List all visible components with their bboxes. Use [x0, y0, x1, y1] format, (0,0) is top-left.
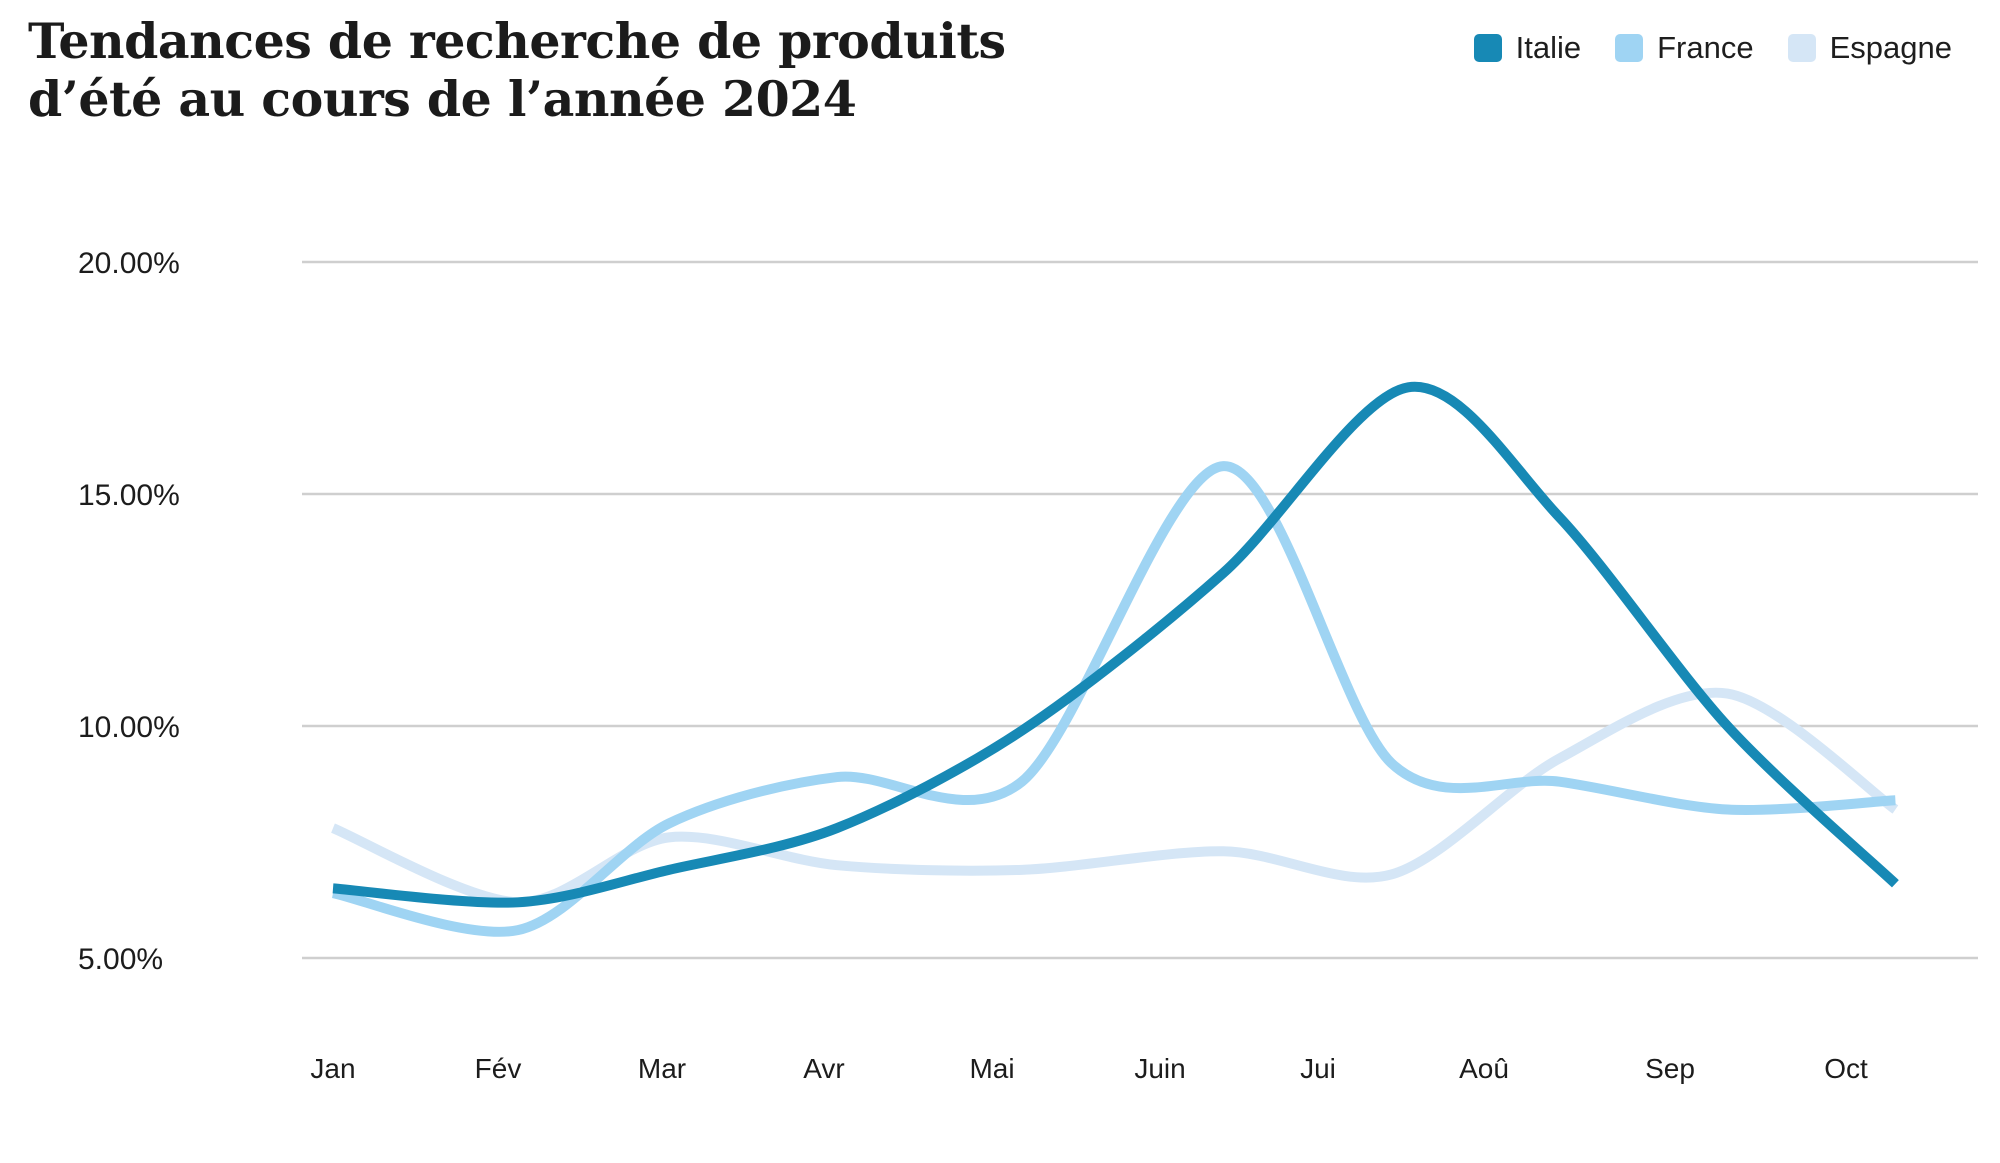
y-tick-label: 5.00% [78, 943, 163, 976]
x-tick-label: Sep [1645, 1053, 1695, 1084]
legend-label-france: France [1657, 30, 1754, 65]
y-tick-label: 15.00% [78, 479, 180, 512]
y-tick-label: 20.00% [78, 247, 180, 280]
gridlines [302, 260, 1978, 960]
y-axis-ticks: 20.00% 15.00% 10.00% 5.00% [78, 247, 180, 976]
legend: Italie France Espagne [1473, 30, 1952, 66]
legend-swatch-espagne [1787, 34, 1816, 62]
x-tick-label: Juin [1134, 1053, 1185, 1084]
x-tick-label: Jui [1300, 1053, 1336, 1084]
x-tick-label: Mai [969, 1053, 1014, 1084]
x-tick-label: Jan [310, 1053, 355, 1084]
legend-item-espagne[interactable]: Espagne [1787, 30, 1952, 66]
x-tick-label: Mar [638, 1053, 686, 1084]
series-lines [331, 381, 1899, 937]
series-line-espagne[interactable] [331, 687, 1899, 908]
x-tick-label: Fév [475, 1053, 522, 1084]
legend-item-italie[interactable]: Italie [1473, 30, 1582, 66]
legend-label-espagne: Espagne [1829, 30, 1952, 65]
y-tick-label: 10.00% [78, 711, 180, 744]
legend-item-france[interactable]: France [1615, 30, 1754, 66]
chart-title: Tendances de recherche de produits d’été… [28, 12, 1028, 128]
legend-swatch-italie [1473, 34, 1502, 62]
x-tick-label: Avr [803, 1053, 845, 1084]
chart-title-line-2: d’été au cours de l’année 2024 [28, 70, 857, 128]
legend-label-italie: Italie [1515, 30, 1582, 65]
x-tick-label: Oct [1824, 1053, 1868, 1084]
x-axis-ticks: Jan Fév Mar Avr Mai Juin Jui Aoû Sep Oct [310, 1053, 1868, 1084]
x-tick-label: Aoû [1459, 1053, 1509, 1084]
series-line-italie[interactable] [332, 381, 1899, 908]
legend-swatch-france [1615, 34, 1644, 62]
chart-title-line-1: Tendances de recherche de produits [28, 12, 1006, 70]
series-line-france[interactable] [331, 461, 1896, 937]
